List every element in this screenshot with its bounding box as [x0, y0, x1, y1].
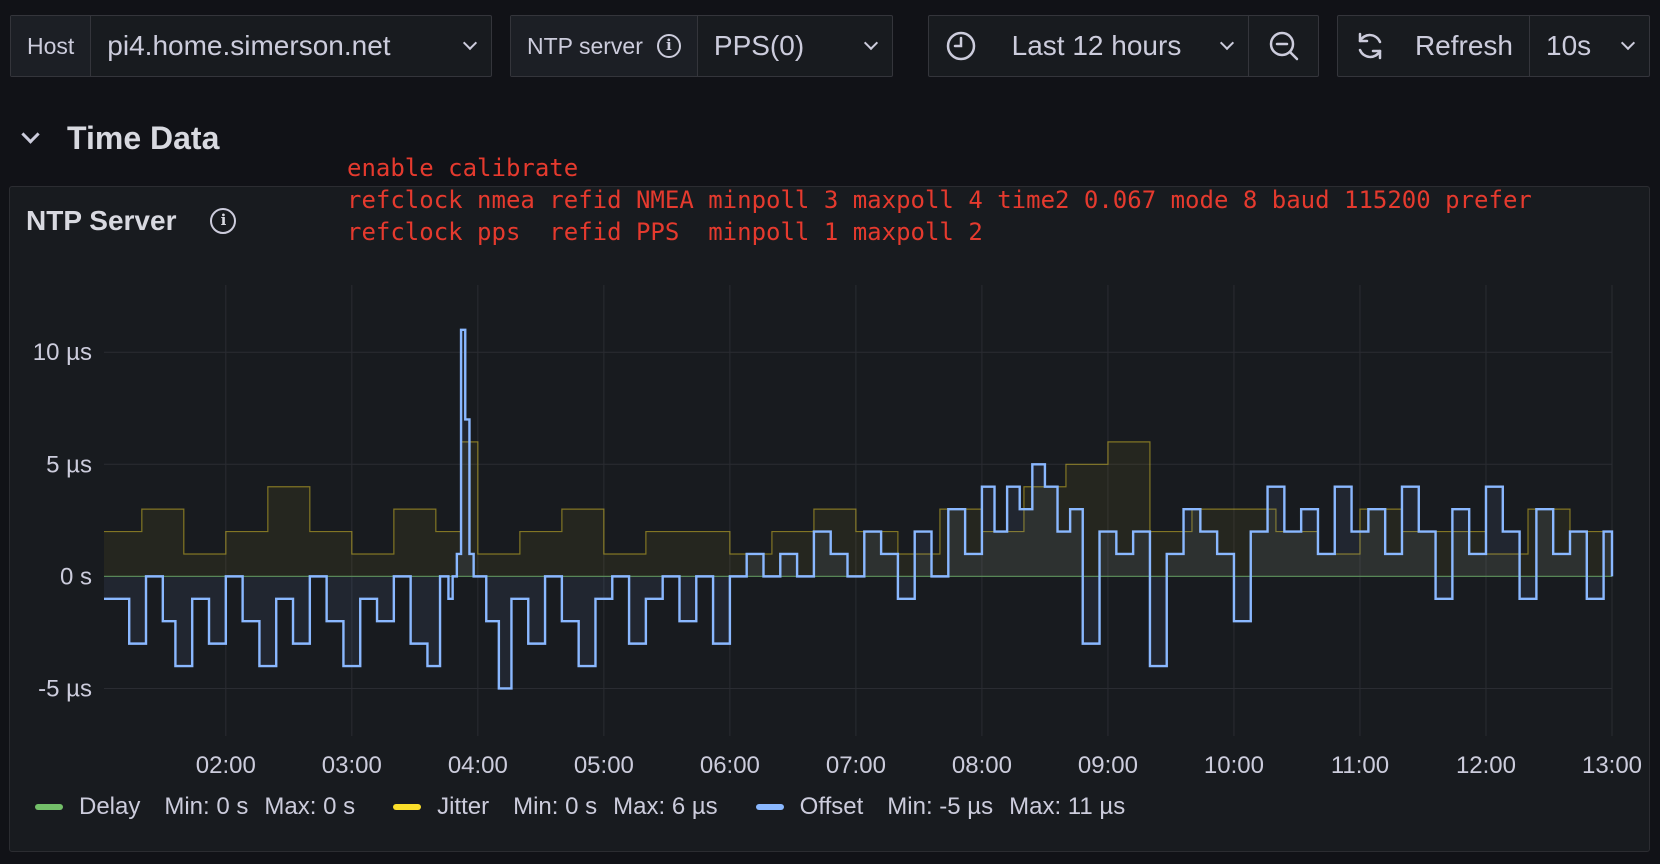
x-tick-label: 11:00	[1331, 752, 1389, 779]
y-tick-label: -5 µs	[38, 675, 92, 702]
zoom-out-icon	[1269, 31, 1298, 61]
panel-title: NTP Server	[26, 205, 177, 236]
time-range-picker[interactable]: Last 12 hours	[928, 15, 1319, 77]
x-tick-label: 04:00	[448, 752, 508, 779]
legend-max: Max: 6 µs	[613, 793, 718, 820]
ntp-server-label: NTP server i	[511, 16, 698, 76]
legend-swatch	[35, 804, 63, 810]
legend-min: Min: 0 s	[164, 793, 249, 820]
row-header-time-data[interactable]: Time Data	[21, 120, 220, 157]
refresh-interval-value: 10s	[1546, 30, 1592, 61]
info-icon[interactable]: i	[656, 34, 681, 58]
x-tick-label: 13:00	[1582, 752, 1642, 779]
x-tick-label: 09:00	[1078, 752, 1138, 779]
ntp-server-panel: NTP Server i	[9, 186, 1650, 852]
legend-min: Min: 0 s	[513, 793, 598, 820]
host-value: pi4.home.simerson.net	[107, 30, 391, 61]
chart-legend: Delay Min: 0 s Max: 0 s Jitter Min: 0 s …	[35, 793, 1163, 821]
legend-item-jitter[interactable]: Jitter Min: 0 s Max: 6 µs	[393, 793, 734, 821]
legend-item-delay[interactable]: Delay Min: 0 s Max: 0 s	[35, 793, 371, 821]
config-line: enable calibrate	[347, 154, 579, 182]
legend-name: Jitter	[437, 793, 490, 820]
x-tick-label: 07:00	[826, 752, 886, 779]
y-tick-label: 0 s	[60, 563, 92, 590]
x-tick-label: 05:00	[574, 752, 634, 779]
legend-max: Max: 11 µs	[1009, 793, 1126, 820]
refresh-label: Refresh	[1414, 30, 1513, 61]
y-tick-label: 5 µs	[46, 451, 92, 478]
legend-item-offset[interactable]: Offset Min: -5 µs Max: 11 µs	[755, 793, 1142, 821]
legend-name: Offset	[799, 793, 864, 820]
refresh-picker[interactable]: Refresh 10s	[1337, 15, 1650, 77]
refresh-icon	[1358, 32, 1382, 60]
series-line-offset	[104, 328, 1614, 690]
zoom-out-button[interactable]	[1249, 16, 1318, 76]
clock-icon	[946, 31, 976, 61]
refresh-button[interactable]: Refresh	[1338, 16, 1530, 76]
config-line: refclock nmea refid NMEA minpoll 3 maxpo…	[347, 186, 1532, 214]
ntp-server-variable-picker[interactable]: NTP server i PPS(0)	[510, 15, 893, 77]
toolbar: Host pi4.home.simerson.net NTP server i …	[0, 15, 1660, 77]
host-label: Host	[11, 16, 92, 76]
row-title: Time Data	[67, 120, 220, 156]
x-tick-label: 12:00	[1456, 752, 1516, 779]
legend-swatch	[393, 804, 422, 810]
config-annotation: enable calibrate refclock nmea refid NMEA…	[347, 152, 1532, 248]
x-tick-label: 08:00	[952, 752, 1012, 779]
ntp-server-value: PPS(0)	[713, 30, 805, 61]
time-range-value: Last 12 hours	[1011, 30, 1182, 61]
y-tick-label: 10 µs	[33, 339, 92, 366]
series-fill-jitter	[104, 441, 1612, 577]
x-tick-label: 10:00	[1204, 752, 1264, 779]
legend-name: Delay	[79, 793, 141, 820]
x-tick-label: 02:00	[196, 752, 256, 779]
host-variable-picker[interactable]: Host pi4.home.simerson.net	[10, 15, 492, 77]
info-icon[interactable]: i	[210, 208, 237, 234]
legend-max: Max: 0 s	[264, 793, 356, 820]
x-tick-label: 03:00	[322, 752, 382, 779]
refresh-interval-dropdown[interactable]: 10s	[1530, 16, 1649, 76]
host-dropdown[interactable]: pi4.home.simerson.net	[91, 16, 491, 76]
time-range-button[interactable]: Last 12 hours	[929, 16, 1249, 76]
panel-header[interactable]: NTP Server i	[26, 205, 237, 237]
ntp-server-dropdown[interactable]: PPS(0)	[698, 16, 892, 76]
legend-swatch	[755, 804, 784, 810]
x-tick-label: 06:00	[700, 752, 760, 779]
config-line: refclock pps refid PPS minpoll 1 maxpoll…	[347, 218, 983, 246]
legend-min: Min: -5 µs	[887, 793, 994, 820]
